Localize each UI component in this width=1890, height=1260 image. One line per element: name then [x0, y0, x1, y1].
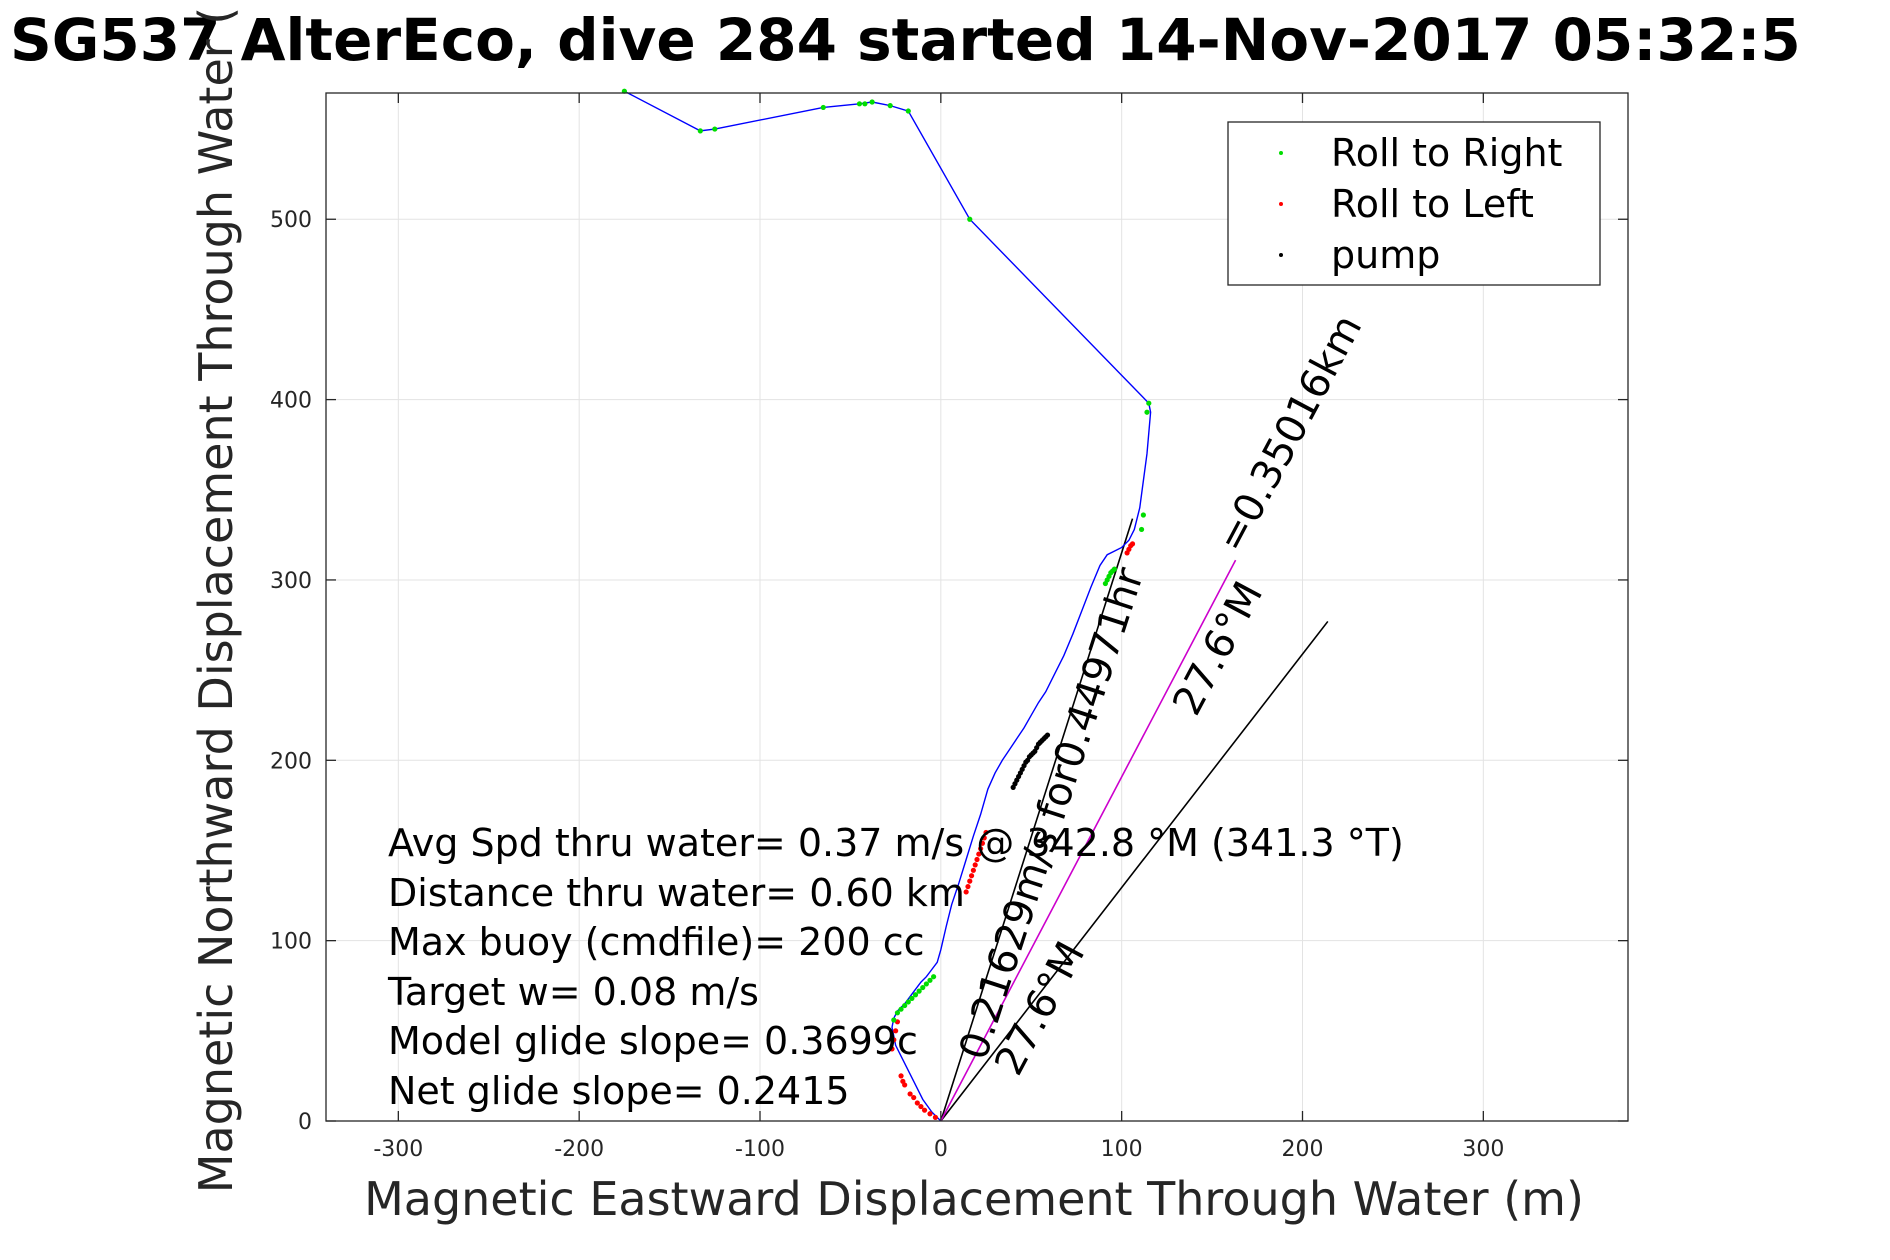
roll-left-point: [914, 1100, 920, 1106]
roll-right-point: [697, 128, 703, 134]
stat-max-buoy: Max buoy (cmdfile)= 200 cc: [388, 920, 925, 964]
roll-right-point: [898, 1006, 904, 1012]
roll-right-point: [905, 108, 911, 114]
reference-line: [940, 518, 1134, 1122]
roll-right-point: [1138, 526, 1145, 533]
roll-left-point: [893, 1028, 899, 1034]
roll-right-point: [920, 984, 926, 991]
roll-left-point: [979, 840, 986, 846]
roll-left-point: [967, 878, 973, 884]
legend-label-pump: pump: [1331, 233, 1440, 277]
x-tick-label: -200: [554, 1137, 604, 1162]
roll-right-point: [856, 101, 863, 107]
stat-model-glide: Model glide slope= 0.3699c: [388, 1019, 918, 1063]
roll-right-point: [1111, 566, 1118, 572]
roll-right-point: [862, 101, 868, 107]
y-axis-label: Magnetic Northward Displacement Through …: [189, 7, 243, 1193]
roll-left-point: [902, 1082, 908, 1088]
roll-left-point: [907, 1091, 913, 1097]
roll-right-point: [712, 126, 718, 132]
roll-right-point: [912, 992, 919, 998]
roll-right-point: [894, 1010, 901, 1016]
roll-right-point: [820, 104, 826, 111]
roll-left-point: [921, 1107, 928, 1113]
legend-label-roll-left: Roll to Left: [1331, 182, 1534, 226]
roll-right-point: [967, 216, 973, 222]
roll-right-point: [902, 1002, 908, 1009]
roll-left-point: [965, 883, 971, 890]
roll-left-point: [981, 835, 987, 841]
x-tick-label: 0: [934, 1137, 948, 1162]
roll-left-point: [911, 1094, 917, 1101]
reference-lines: [940, 518, 1329, 1122]
roll-left-point: [970, 867, 976, 873]
legend-marker-roll-right: [1279, 151, 1283, 155]
roll-left-point: [978, 846, 984, 852]
roll-left-point: [974, 856, 980, 863]
legend-marker-pump: [1279, 253, 1283, 257]
roll-left-point: [972, 862, 978, 868]
roll-right-point: [909, 995, 915, 1001]
roll-right-point: [927, 977, 933, 983]
y-tick-label: 400: [270, 389, 312, 414]
roll-right-point: [931, 974, 937, 980]
roll-left-point: [898, 1073, 904, 1079]
y-tick-label: 500: [270, 208, 312, 233]
x-tick-label: 200: [1282, 1137, 1324, 1162]
x-axis-label: Magnetic Eastward Displacement Through W…: [364, 1172, 1584, 1226]
roll-right-point: [916, 988, 922, 994]
roll-left-point: [891, 1037, 897, 1043]
x-tick-label: -100: [735, 1137, 785, 1162]
plot-frame: [325, 92, 1629, 1122]
x-tick-label: -300: [373, 1137, 423, 1162]
reference-line: [940, 559, 1237, 1122]
roll-right-point: [1140, 512, 1146, 518]
roll-right-point: [1144, 409, 1150, 415]
x-tick-label: 300: [1462, 1137, 1504, 1162]
roll-right-point: [887, 103, 893, 109]
stat-target-w: Target w= 0.08 m/s: [387, 970, 759, 1014]
roll-left-point: [927, 1111, 933, 1117]
chart-title: SG537 AlterEco, dive 284 started 14-Nov-…: [10, 6, 1801, 74]
pump-point: [1044, 732, 1051, 738]
y-tick-label: 300: [270, 569, 312, 594]
axis-ticks: -300 -200 -100 0 100 200 300 0 100 200 300 400 500: [270, 93, 1628, 1162]
roll-left-point: [918, 1103, 924, 1110]
roll-right-point: [923, 981, 929, 987]
dive-statistics: Avg Spd thru water= 0.37 m/s @ 342.8 °M …: [387, 821, 1404, 1113]
roll-left-point: [976, 851, 982, 857]
roll-right-point: [869, 99, 875, 105]
legend: Roll to Right Roll to Left pump: [1227, 121, 1601, 286]
x-tick-label: 100: [1101, 1137, 1143, 1162]
y-tick-label: 0: [298, 1110, 312, 1135]
stat-net-glide: Net glide slope= 0.2415: [388, 1069, 850, 1113]
roll-left-point: [983, 829, 989, 836]
roll-left-point: [889, 1046, 895, 1052]
roll-right-point: [891, 1017, 897, 1023]
legend-box: [1227, 121, 1601, 286]
roll-right-point: [905, 999, 911, 1005]
roll-right-point: [1146, 400, 1152, 406]
y-tick-label: 200: [270, 749, 312, 774]
stat-distance: Distance thru water= 0.60 km: [388, 871, 965, 915]
legend-marker-roll-left: [1279, 202, 1283, 206]
stat-avg-speed: Avg Spd thru water= 0.37 m/s @ 342.8 °M …: [388, 821, 1404, 865]
roll-left-point: [968, 873, 975, 879]
y-tick-label: 100: [270, 930, 312, 955]
roll-left-point: [932, 1114, 939, 1120]
reference-line: [940, 620, 1329, 1122]
legend-label-roll-right: Roll to Right: [1331, 131, 1562, 175]
roll-left-point: [963, 889, 969, 895]
roll-left-point: [1129, 541, 1136, 547]
